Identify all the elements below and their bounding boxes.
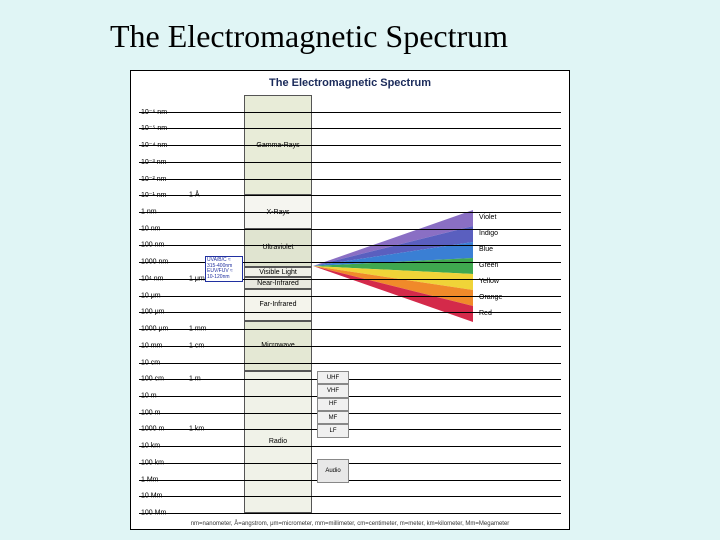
scale-label: 10⁴ nm [141,275,163,282]
radio-subband: UHF [317,371,349,384]
gridline [139,229,561,230]
gridline [139,145,561,146]
scale-label: 10⁻⁵ nm [141,124,167,132]
footnote: nm=nanometer, Å=angstrom, μm=micrometer,… [131,521,569,527]
scale-label: 1 μm [189,275,205,282]
prism-svg [313,210,543,322]
scale-label: 1 cm [189,342,204,349]
scale-label: 10 nm [141,225,160,232]
scale-label: 10 cm [141,359,160,366]
color-label: Indigo [479,230,498,237]
scale-label: 1 km [189,426,204,433]
gridline [139,413,561,414]
gridline [139,195,561,196]
scale-label: 100 nm [141,242,164,249]
scale-label: 10 m [141,392,157,399]
gridline [139,179,561,180]
scale-label: 1000 nm [141,259,168,266]
scale-label: 100 μm [141,309,165,316]
gridline [139,463,561,464]
gridline [139,312,561,313]
scale-label: 10⁻³ nm [141,158,166,166]
gridline [139,396,561,397]
color-label: Violet [479,214,496,221]
band-column: Gamma-RaysX-RaysUltravioletVisible Light… [244,95,312,513]
scale-label: 1 mm [189,326,207,333]
color-label: Blue [479,246,493,253]
scale-label: 100 cm [141,376,164,383]
slide-title: The Electromagnetic Spectrum [50,0,720,65]
gridline [139,363,561,364]
scale-label: 100 Mm [141,510,166,517]
spectrum-band: Visible Light [244,267,312,277]
gridline [139,379,561,380]
scale-label: 100 m [141,409,160,416]
gridline [139,162,561,163]
scale-label: 10 km [141,443,160,450]
scale-label: 10⁻⁴ nm [141,141,167,149]
scale-label: 10⁻² nm [141,175,166,183]
radio-subband: LF [317,424,349,437]
chart-frame: The Electromagnetic Spectrum Gamma-RaysX… [130,70,570,530]
scale-label: 10⁻⁶ nm [141,108,167,116]
radio-subband: VHF [317,384,349,397]
gridline [139,446,561,447]
chart-title: The Electromagnetic Spectrum [131,71,569,93]
audio-band: Audio [317,459,349,482]
scale-label: 1 Å [189,192,200,199]
scale-label: 10 Mm [141,493,162,500]
gridline [139,496,561,497]
scale-label: 1000 μm [141,326,168,333]
gridline [139,480,561,481]
scale-label: 10 μm [141,292,161,299]
scale-label: 100 km [141,459,164,466]
gridline [139,513,561,514]
spectrum-band: Far-Infrared [244,289,312,321]
gridline [139,112,561,113]
radio-subband: HF [317,398,349,411]
gridline [139,262,561,263]
chart-body: Gamma-RaysX-RaysUltravioletVisible Light… [139,95,561,513]
color-label: Red [479,310,492,317]
spectrum-band: Radio [244,371,312,513]
scale-label: 1000 m [141,426,164,433]
scale-label: 10⁻¹ nm [141,191,166,199]
scale-label: 1 m [189,376,201,383]
gridline [139,212,561,213]
uv-subrange-box: UVA/B/C ≈ 315-400nmEUV/FUV ≈ 10-120nm [205,256,243,282]
gridline [139,296,561,297]
scale-label: 10 mm [141,342,162,349]
gridline [139,245,561,246]
radio-subband: MF [317,411,349,424]
scale-label: 1 Mm [141,476,159,483]
gridline [139,128,561,129]
scale-label: 1 nm [141,209,157,216]
